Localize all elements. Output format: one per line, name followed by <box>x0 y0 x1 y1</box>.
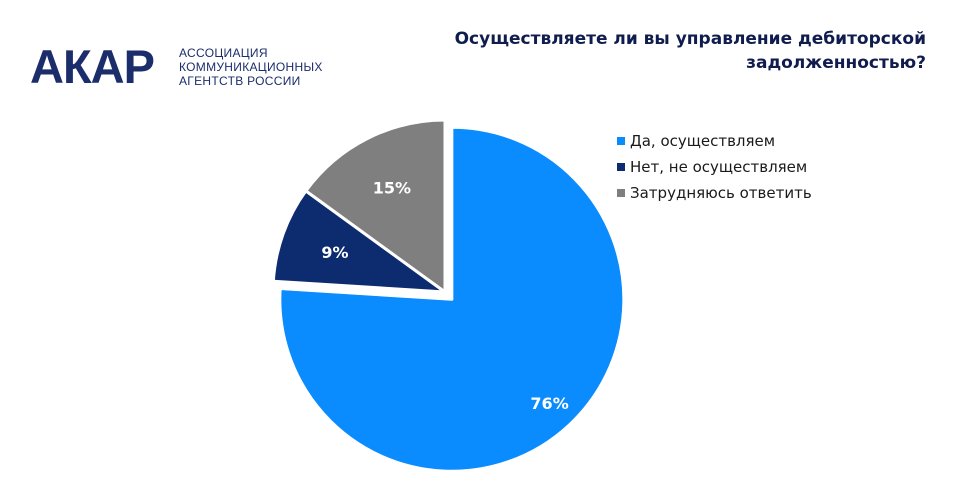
chart-title: Осуществляете ли вы управление дебиторск… <box>426 27 926 75</box>
pie-slice <box>304 118 447 294</box>
legend-label: Да, осуществляем <box>630 132 776 150</box>
legend-item: Да, осуществляем <box>617 132 812 150</box>
legend-item: Затрудняюсь ответить <box>617 184 812 202</box>
legend-swatch <box>617 189 625 197</box>
legend-item: Нет, не осуществляем <box>617 158 812 176</box>
legend: Да, осуществляем Нет, не осуществляем За… <box>617 132 812 211</box>
logo-subtitle-line: АССОЦИАЦИЯ <box>179 46 268 60</box>
pie-slice-label: 76% <box>530 394 568 413</box>
legend-label: Затрудняюсь ответить <box>630 184 812 202</box>
legend-swatch <box>617 163 625 171</box>
pie-slice-label: 15% <box>373 178 411 197</box>
logo-subtitle-line: КОММУНИКАЦИОННЫХ <box>179 60 323 74</box>
logo-subtitle: АССОЦИАЦИЯ КОММУНИКАЦИОННЫХ АГЕНТСТВ РОС… <box>179 46 379 88</box>
logo-subtitle-line: АГЕНТСТВ РОССИИ <box>179 74 301 88</box>
chart-title-line: задолженностью? <box>746 53 926 73</box>
logo-mark: АКАР <box>30 40 155 93</box>
pie-slice <box>271 189 447 294</box>
legend-swatch <box>617 137 625 145</box>
legend-label: Нет, не осуществляем <box>630 158 808 176</box>
pie-slice <box>278 125 626 473</box>
pie-slice-labels: 76% 9% 15% <box>321 178 568 413</box>
pie-slices <box>271 118 626 473</box>
chart-title-line: Осуществляете ли вы управление дебиторск… <box>454 29 926 49</box>
pie-slice-label: 9% <box>321 243 348 262</box>
